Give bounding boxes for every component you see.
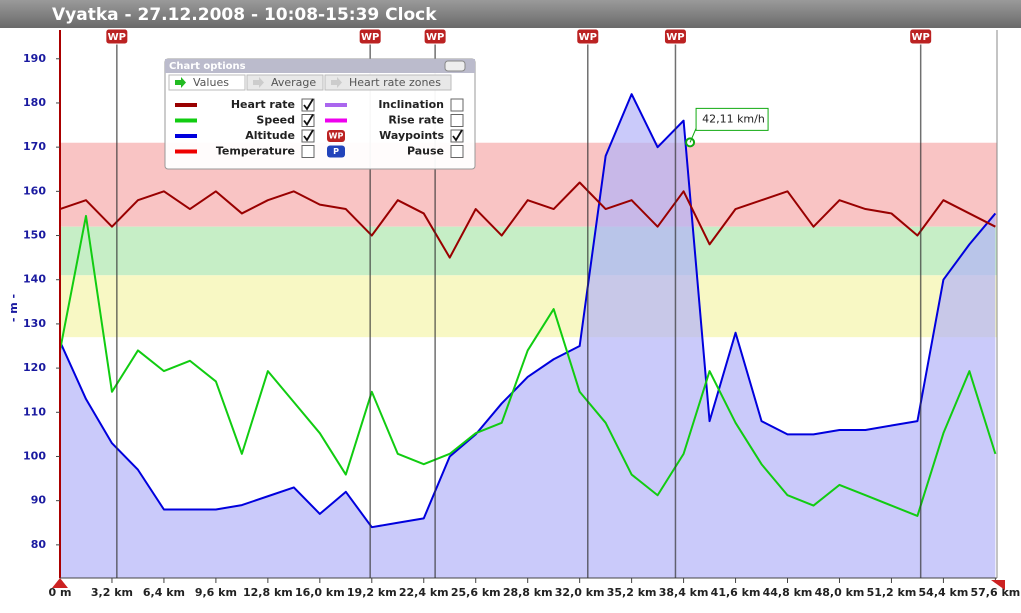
x-tick-label: 54,4 km xyxy=(919,586,969,599)
y-axis-label: - m - xyxy=(7,294,20,322)
start-marker xyxy=(52,578,68,588)
x-tick-label: 6,4 km xyxy=(143,586,185,599)
series-line xyxy=(59,93,997,529)
tab[interactable] xyxy=(324,74,452,91)
title-bar xyxy=(0,0,1021,28)
waypoint-label: WP xyxy=(579,32,597,43)
waypoint-icon xyxy=(105,28,129,45)
x-tick-label: 3,2 km xyxy=(91,586,133,599)
checkmark xyxy=(452,129,463,142)
x-tick-label: 12,8 km xyxy=(243,586,293,599)
y-tick-label: 130 xyxy=(23,317,46,330)
altitude-area xyxy=(60,94,996,578)
annotation-box xyxy=(695,107,769,131)
plot: 80 90 100 110 120 130 140 150 160 170 180 190 0 m 3,2… xyxy=(23,28,1021,599)
tab[interactable] xyxy=(246,74,324,91)
y-tick-label: 110 xyxy=(23,405,46,418)
checkbox[interactable] xyxy=(450,114,464,127)
x-tick-label: 0 m xyxy=(49,586,72,599)
legend-label: Waypoints xyxy=(379,129,444,142)
tab-arrow xyxy=(175,77,186,88)
legend-label: Rise rate xyxy=(388,114,444,127)
legend-label: Pause xyxy=(407,145,444,158)
annotation-text: 42,11 km/h xyxy=(702,112,765,125)
tab-label[interactable]: Average xyxy=(271,76,316,89)
series-line xyxy=(59,214,997,517)
tab-label[interactable]: Values xyxy=(193,76,229,89)
waypoint-label: WP xyxy=(426,32,444,43)
x-tick-label: 38,4 km xyxy=(659,586,709,599)
y-tick-label: 140 xyxy=(23,273,46,286)
x-tick-label: 41,6 km xyxy=(711,586,761,599)
chart-title: Vyatka - 27.12.2008 - 10:08-15:39 Clock xyxy=(52,5,437,25)
x-tick-label: 35,2 km xyxy=(607,586,657,599)
waypoint-icon xyxy=(358,28,382,45)
waypoint-label: WP xyxy=(108,32,126,43)
x-tick-label: 51,2 km xyxy=(867,586,917,599)
checkbox[interactable] xyxy=(450,98,464,112)
waypoint-icon xyxy=(576,28,600,45)
legend-icon-label: WP xyxy=(329,132,344,141)
end-marker xyxy=(991,580,1005,590)
x-tick-label: 44,8 km xyxy=(763,586,813,599)
y-tick-label: 90 xyxy=(31,494,47,507)
legend-label: Speed xyxy=(256,114,295,127)
tab-label[interactable]: Heart rate zones xyxy=(349,76,441,89)
waypoint-icon xyxy=(423,28,447,45)
legend-label: Altitude xyxy=(245,129,295,142)
x-tick-label: 28,8 km xyxy=(503,586,553,599)
waypoint-label: WP xyxy=(666,32,684,43)
legend-icon-label: P xyxy=(333,147,339,156)
waypoint-icon xyxy=(663,28,687,45)
legend-icon xyxy=(327,145,345,158)
waypoint-icon xyxy=(909,28,933,45)
legend-label: Inclination xyxy=(378,98,444,111)
hr-zone xyxy=(60,275,997,338)
y-tick-label: 100 xyxy=(23,449,46,462)
x-tick-label: 32,0 km xyxy=(555,586,605,599)
y-tick-label: 80 xyxy=(31,538,47,551)
panel-title: Chart options xyxy=(169,61,246,72)
checkmark xyxy=(303,129,314,142)
legend-icon xyxy=(327,130,345,142)
checkmark xyxy=(303,98,314,111)
y-tick-label: 190 xyxy=(23,52,46,65)
chart-options: Chart options Values Average Heart rate zon… xyxy=(164,58,476,170)
legend-label: Temperature xyxy=(216,145,295,158)
x-tick-label: 22,4 km xyxy=(399,586,449,599)
y-tick-label: 160 xyxy=(23,184,46,197)
x-tick-label: 25,6 km xyxy=(451,586,501,599)
checkbox[interactable] xyxy=(450,145,464,158)
tab-arrow xyxy=(253,77,264,88)
x-tick-label: 19,2 km xyxy=(347,586,397,599)
hr-zone xyxy=(60,226,997,276)
x-tick-label: 16,0 km xyxy=(295,586,345,599)
y-tick-label: 120 xyxy=(23,361,46,374)
y-tick-label: 170 xyxy=(23,140,46,153)
series-line xyxy=(59,181,996,259)
legend-label: Heart rate xyxy=(231,98,295,111)
tab[interactable] xyxy=(168,74,246,91)
x-tick-label: 57,6 km xyxy=(971,586,1021,599)
x-tick-label: 48,0 km xyxy=(815,586,865,599)
annotation-leader xyxy=(689,128,697,143)
waypoint-label: WP xyxy=(361,32,379,43)
checkmark xyxy=(303,114,314,127)
y-tick-label: 150 xyxy=(23,229,46,242)
panel-header xyxy=(165,59,475,73)
panel-minimize[interactable] xyxy=(444,60,466,72)
y-tick-label: 180 xyxy=(23,96,46,109)
waypoint-label: WP xyxy=(911,32,929,43)
tab-arrow xyxy=(331,77,342,88)
checkbox[interactable] xyxy=(301,145,315,158)
x-tick-label: 9,6 km xyxy=(195,586,237,599)
